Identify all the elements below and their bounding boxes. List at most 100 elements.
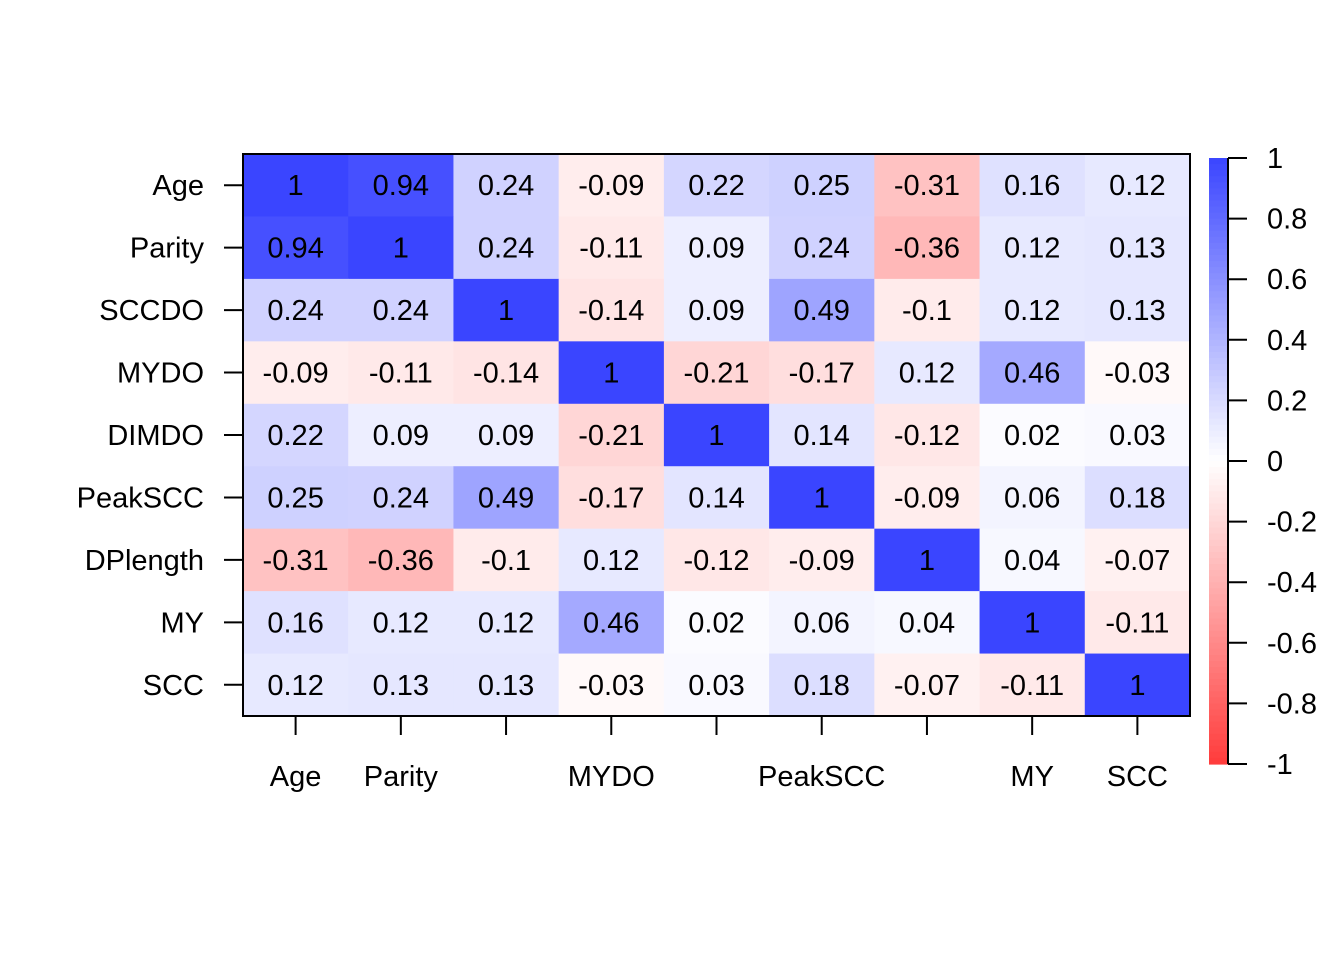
color-legend-swatch <box>1209 212 1228 220</box>
color-legend <box>1209 158 1228 765</box>
color-legend-swatch <box>1209 448 1228 456</box>
color-legend-swatch <box>1209 624 1228 632</box>
heatmap-cell <box>979 653 1086 717</box>
cell-value-label: 0.94 <box>267 233 323 265</box>
color-legend-swatch <box>1209 364 1228 371</box>
heatmap-cell <box>243 591 349 655</box>
color-legend-swatch <box>1209 327 1228 335</box>
color-legend-swatch <box>1209 164 1228 171</box>
heatmap-cell <box>979 591 1086 655</box>
heatmap-cell <box>663 653 770 717</box>
heatmap-cell <box>348 591 454 655</box>
heatmap-cell <box>348 653 454 717</box>
heatmap-cell <box>663 591 770 655</box>
heatmap-cell <box>769 403 875 467</box>
color-legend-swatch <box>1209 673 1228 680</box>
cell-value-label: 1 <box>919 545 935 577</box>
cell-value-label: 0.18 <box>793 670 849 702</box>
color-legend-swatch <box>1209 218 1228 226</box>
color-legend-swatch <box>1209 539 1228 547</box>
x-tick-label: Parity <box>364 761 439 793</box>
color-legend-swatch <box>1209 357 1228 365</box>
color-legend-swatch <box>1209 230 1228 238</box>
y-tick-label: DPlength <box>85 545 204 577</box>
heatmap-cell <box>558 278 665 342</box>
heatmap-cell <box>243 216 349 280</box>
heatmap-cell <box>348 528 454 592</box>
color-legend-swatch <box>1209 509 1228 517</box>
cell-value-label: 0.04 <box>1004 545 1060 577</box>
heatmap-cell <box>348 403 454 467</box>
color-legend-swatch <box>1209 612 1228 620</box>
color-legend-swatch <box>1209 600 1228 608</box>
heatmap-cell <box>769 216 875 280</box>
color-legend-swatch <box>1209 267 1228 274</box>
cell-value-label: 0.16 <box>1004 170 1060 202</box>
y-axis: Age Parity SCCDO MYDO DIMDO PeakSCC DPlength MY… <box>77 170 243 702</box>
cell-value-label: -0.1 <box>481 545 531 577</box>
heatmap-cell <box>1084 154 1191 217</box>
cell-value-label: 0.46 <box>583 607 639 639</box>
y-tick-label: SCCDO <box>99 295 204 327</box>
color-legend-swatch <box>1209 467 1228 474</box>
color-legend-swatch <box>1209 345 1228 353</box>
cell-value-label: 0.24 <box>478 170 534 202</box>
color-legend-swatch <box>1209 618 1228 626</box>
color-legend-swatch <box>1209 739 1228 747</box>
color-legend-swatch <box>1209 176 1228 183</box>
heatmap-cell <box>1084 403 1191 467</box>
color-legend-swatch <box>1209 527 1228 535</box>
cell-value-label: 0.12 <box>267 670 323 702</box>
color-legend-swatch <box>1209 485 1228 492</box>
cell-value-label: 0.49 <box>793 295 849 327</box>
cell-value-label: 0.06 <box>1004 482 1060 514</box>
cell-value-label: 0.14 <box>688 482 744 514</box>
color-legend-swatch <box>1209 503 1228 511</box>
heatmap-cell <box>979 528 1086 592</box>
cell-value-label: -0.31 <box>894 170 960 202</box>
color-legend-swatch <box>1209 588 1228 595</box>
color-legend-swatch <box>1209 394 1228 401</box>
heatmap-cell <box>1084 341 1191 405</box>
y-tick-label: SCC <box>143 670 204 702</box>
cell-value-label: 0.12 <box>478 607 534 639</box>
x-tick-label: PeakSCC <box>758 761 885 793</box>
color-legend-swatch <box>1209 642 1228 650</box>
color-legend-swatch <box>1209 491 1228 498</box>
color-legend-swatch <box>1209 188 1228 195</box>
color-legend-swatch <box>1209 261 1228 268</box>
color-legend-swatch <box>1209 576 1228 583</box>
color-legend-swatch <box>1209 715 1228 723</box>
heatmap-cell <box>453 403 560 467</box>
cell-value-label: -0.17 <box>578 482 644 514</box>
color-legend-swatch <box>1209 606 1228 614</box>
cell-value-label: 0.09 <box>688 295 744 327</box>
heatmap-cell <box>1084 278 1191 342</box>
cell-value-label: 0.13 <box>1109 295 1165 327</box>
color-legend-swatch <box>1209 242 1228 250</box>
heatmap-cell <box>558 154 665 217</box>
x-tick-label: MYDO <box>568 761 655 793</box>
color-legend-swatch <box>1209 630 1228 638</box>
x-axis: Age Parity MYDO PeakSCC MY SCC <box>270 716 1168 793</box>
y-tick-label: Parity <box>130 233 205 265</box>
heatmap-cell <box>979 403 1086 467</box>
color-legend-swatch <box>1209 424 1228 432</box>
cell-value-label: -0.14 <box>473 358 539 390</box>
cell-value-label: -0.36 <box>368 545 434 577</box>
cell-value-label: -0.07 <box>894 670 960 702</box>
cell-value-label: -0.09 <box>578 170 644 202</box>
color-legend-swatch <box>1209 200 1228 208</box>
cell-value-label: -0.07 <box>1104 545 1170 577</box>
color-legend-swatch <box>1209 400 1228 408</box>
cell-value-label: -0.21 <box>683 358 749 390</box>
color-legend-swatch <box>1209 442 1228 450</box>
heatmap-cell <box>663 278 770 342</box>
cell-value-label: 0.06 <box>793 607 849 639</box>
heatmap-cell <box>874 653 981 717</box>
color-legend-swatch <box>1209 654 1228 662</box>
cell-value-label: -0.03 <box>1104 358 1170 390</box>
cell-value-label: 0.24 <box>267 295 323 327</box>
color-legend-tick-label: -0.6 <box>1267 628 1317 660</box>
cell-value-label: 0.25 <box>267 482 323 514</box>
